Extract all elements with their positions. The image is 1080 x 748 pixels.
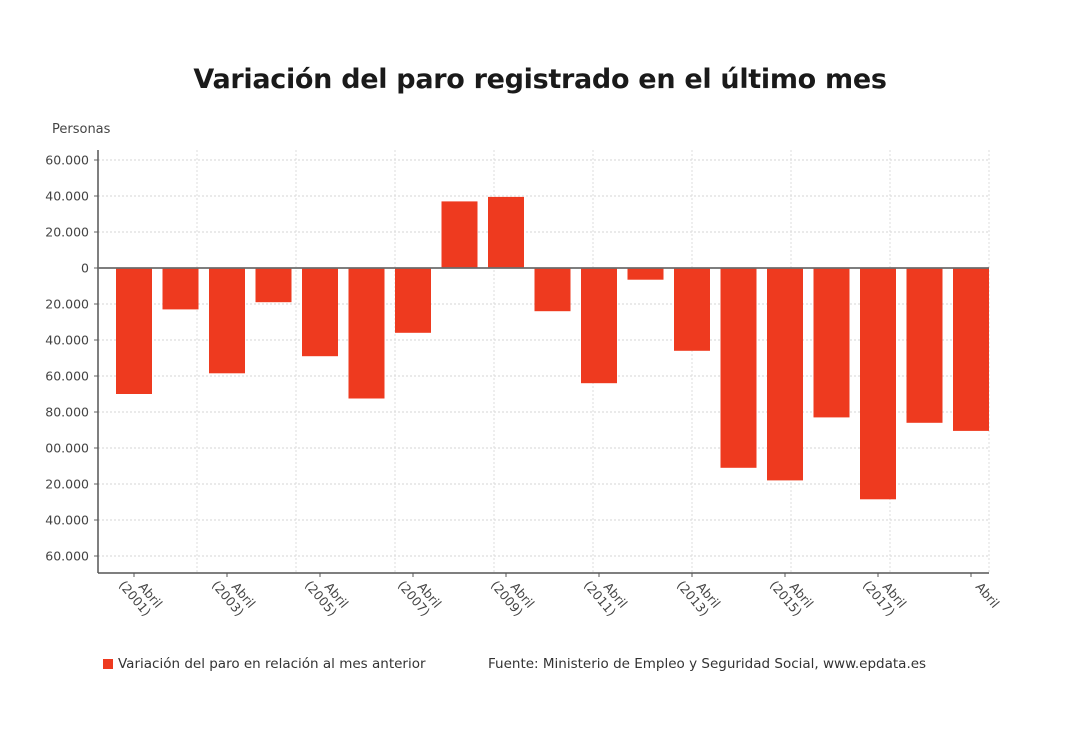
x-tick-label: Abril(2005) bbox=[302, 578, 352, 619]
bar bbox=[441, 201, 478, 268]
bar bbox=[627, 268, 664, 280]
bar bbox=[953, 268, 989, 431]
bar bbox=[116, 268, 152, 394]
x-tick-labels: Abril(2001) Abril(2003) Abril(2005) Abril(2… bbox=[116, 578, 1003, 619]
x-tick-label: Abril(2017) bbox=[860, 578, 910, 619]
bar bbox=[720, 268, 757, 468]
bar bbox=[767, 268, 803, 481]
chart-title: Variación del paro registrado en el últi… bbox=[193, 64, 887, 95]
y-tick-label: 40.000 bbox=[45, 189, 89, 204]
bar bbox=[860, 268, 896, 500]
legend: Variación del paro en relación al mes an… bbox=[103, 656, 426, 672]
axes bbox=[94, 150, 989, 577]
y-tick-label: 20.000 bbox=[45, 477, 89, 492]
bar bbox=[906, 268, 943, 423]
legend-label: Variación del paro en relación al mes an… bbox=[118, 656, 426, 672]
bar bbox=[348, 268, 385, 399]
bar bbox=[488, 196, 524, 268]
y-tick-label: 60.000 bbox=[45, 369, 89, 384]
y-tick-label: 40.000 bbox=[45, 333, 89, 348]
bar bbox=[674, 268, 710, 351]
source-note: Fuente: Ministerio de Empleo y Seguridad… bbox=[488, 656, 927, 672]
bar bbox=[162, 268, 199, 310]
y-tick-label: 60.000 bbox=[45, 153, 89, 168]
y-tick-label: 60.000 bbox=[45, 549, 89, 564]
bars bbox=[116, 196, 989, 500]
x-tick-label: Abril(2001) bbox=[116, 578, 166, 619]
y-tick-label: 0 bbox=[81, 261, 89, 276]
bar bbox=[395, 268, 431, 333]
y-tick-label: 20.000 bbox=[45, 225, 89, 240]
y-tick-label: 80.000 bbox=[45, 405, 89, 420]
x-tick-label: Abril(2013) bbox=[674, 578, 724, 619]
x-tick-label: Abril(2015) bbox=[767, 578, 817, 619]
x-tick-label: Abril bbox=[973, 579, 1003, 611]
y-tick-label: 00.000 bbox=[45, 441, 89, 456]
x-tick-label: Abril(2009) bbox=[488, 578, 538, 619]
bar bbox=[534, 268, 571, 312]
legend-swatch bbox=[103, 659, 113, 669]
bar bbox=[255, 268, 292, 303]
x-tick-label-line1: Abril bbox=[973, 579, 1003, 611]
x-tick-label: Abril(2003) bbox=[209, 578, 259, 619]
y-tick-labels: 60.000 40.000 20.000 0 20.000 40.000 60.000 80.… bbox=[45, 153, 89, 564]
y-axis-label: Personas bbox=[52, 122, 111, 137]
bar bbox=[209, 268, 245, 374]
bar bbox=[581, 268, 617, 384]
bar bbox=[813, 268, 850, 418]
bar bbox=[302, 268, 338, 357]
x-tick-label: Abril(2007) bbox=[395, 578, 445, 619]
y-tick-label: 40.000 bbox=[45, 513, 89, 528]
y-tick-label: 20.000 bbox=[45, 297, 89, 312]
x-tick-label: Abril(2011) bbox=[581, 578, 631, 619]
